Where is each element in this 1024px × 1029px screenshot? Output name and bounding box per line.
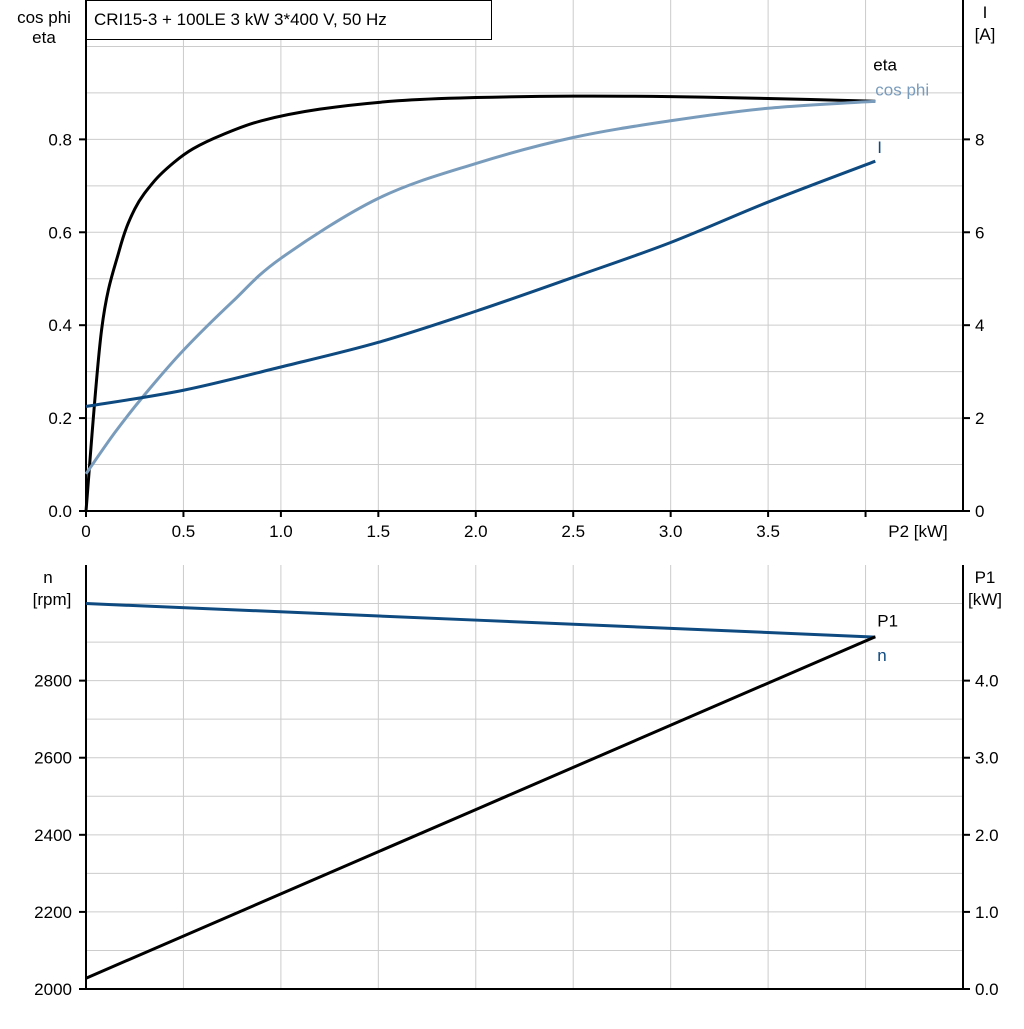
x-tick-label: 0.5 <box>172 522 196 541</box>
y-tick-label-right: 3.0 <box>975 749 999 768</box>
y-axis-title-left: [rpm] <box>33 590 72 609</box>
y-tick-label-left: 0.6 <box>48 223 72 242</box>
series-label-eta: eta <box>873 55 897 74</box>
x-tick-label: 3.0 <box>659 522 683 541</box>
series-line-I <box>85 159 876 408</box>
y-axis-title-left: n <box>43 568 52 587</box>
x-tick-label: 1.5 <box>367 522 391 541</box>
y-tick-label-left: 2400 <box>34 826 72 845</box>
series-label-n: n <box>877 646 886 665</box>
y-tick-label-right: 2.0 <box>975 826 999 845</box>
x-tick-label: 0 <box>81 522 90 541</box>
y-tick-label-right: 1.0 <box>975 903 999 922</box>
y-axis-title-right: I <box>983 3 988 22</box>
series-line-cos-phi <box>84 99 876 475</box>
y-tick-label-right: 0.0 <box>975 980 999 999</box>
y-tick-label-left: 2800 <box>34 672 72 691</box>
y-tick-label-left: 0.0 <box>48 502 72 521</box>
y-tick-label-right: 6 <box>975 223 984 242</box>
y-axis-title-left: eta <box>32 28 56 47</box>
series-label-I: I <box>877 138 882 157</box>
series-line-eta <box>84 94 876 512</box>
y-tick-label-right: 4.0 <box>975 672 999 691</box>
series-label-P1: P1 <box>877 612 898 631</box>
y-tick-label-left: 2000 <box>34 980 72 999</box>
y-tick-label-left: 2600 <box>34 749 72 768</box>
series-line-P1 <box>85 635 876 980</box>
y-axis-title-right: [A] <box>975 25 996 44</box>
y-tick-label-right: 8 <box>975 130 984 149</box>
y-axis-title-right: [kW] <box>968 590 1002 609</box>
x-axis-title: P2 [kW] <box>888 522 948 541</box>
y-tick-label-left: 2200 <box>34 903 72 922</box>
y-tick-label-left: 0.8 <box>48 130 72 149</box>
y-axis-title-right: P1 <box>975 568 996 587</box>
title-box <box>86 0 492 40</box>
y-tick-label-right: 2 <box>975 409 984 428</box>
y-axis-title-left: cos phi <box>17 8 71 27</box>
series-label-cos-phi: cos phi <box>875 80 929 99</box>
x-tick-label: 1.0 <box>269 522 293 541</box>
y-tick-label-left: 0.4 <box>48 316 72 335</box>
y-tick-label-right: 0 <box>975 502 984 521</box>
x-tick-label: 3.5 <box>756 522 780 541</box>
chart-title: CRI15-3 + 100LE 3 kW 3*400 V, 50 Hz <box>94 10 387 29</box>
series-line-n <box>85 602 876 639</box>
y-tick-label-left: 0.2 <box>48 409 72 428</box>
y-tick-label-right: 4 <box>975 316 984 335</box>
x-tick-label: 2.5 <box>561 522 585 541</box>
x-tick-label: 2.0 <box>464 522 488 541</box>
